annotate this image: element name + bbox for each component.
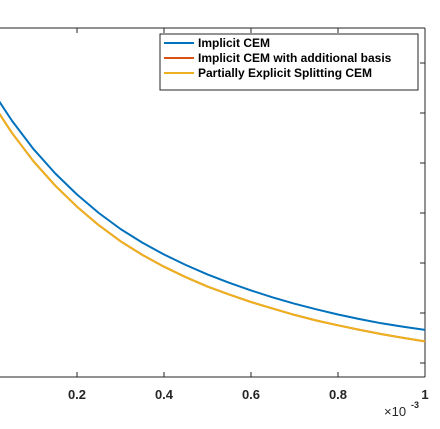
series-line-3	[0, 112, 426, 343]
legend-box	[159, 33, 419, 91]
legend-entry-1: Implicit CEM	[198, 36, 270, 50]
x-axis-ticks: 0.2 0.4 0.6 0.8 1	[68, 28, 429, 402]
x-multiplier-base: ×10	[384, 404, 406, 419]
x-multiplier-exponent: -3	[411, 400, 419, 410]
x-axis-multiplier: ×10 -3	[384, 400, 419, 419]
x-tick-label: 1	[421, 387, 428, 402]
series-lines	[0, 100, 426, 343]
series-line-2	[0, 112, 426, 343]
x-tick-label: 0.2	[68, 387, 86, 402]
legend-entry-3: Partially Explicit Splitting CEM	[198, 66, 372, 80]
x-tick-label: 0.8	[329, 387, 347, 402]
legend-entry-2: Implicit CEM with additional basis	[198, 51, 392, 65]
x-tick-label: 0.4	[155, 387, 174, 402]
axes	[0, 27, 426, 378]
series-line-1	[0, 100, 426, 331]
x-tick-label: 0.6	[242, 387, 260, 402]
